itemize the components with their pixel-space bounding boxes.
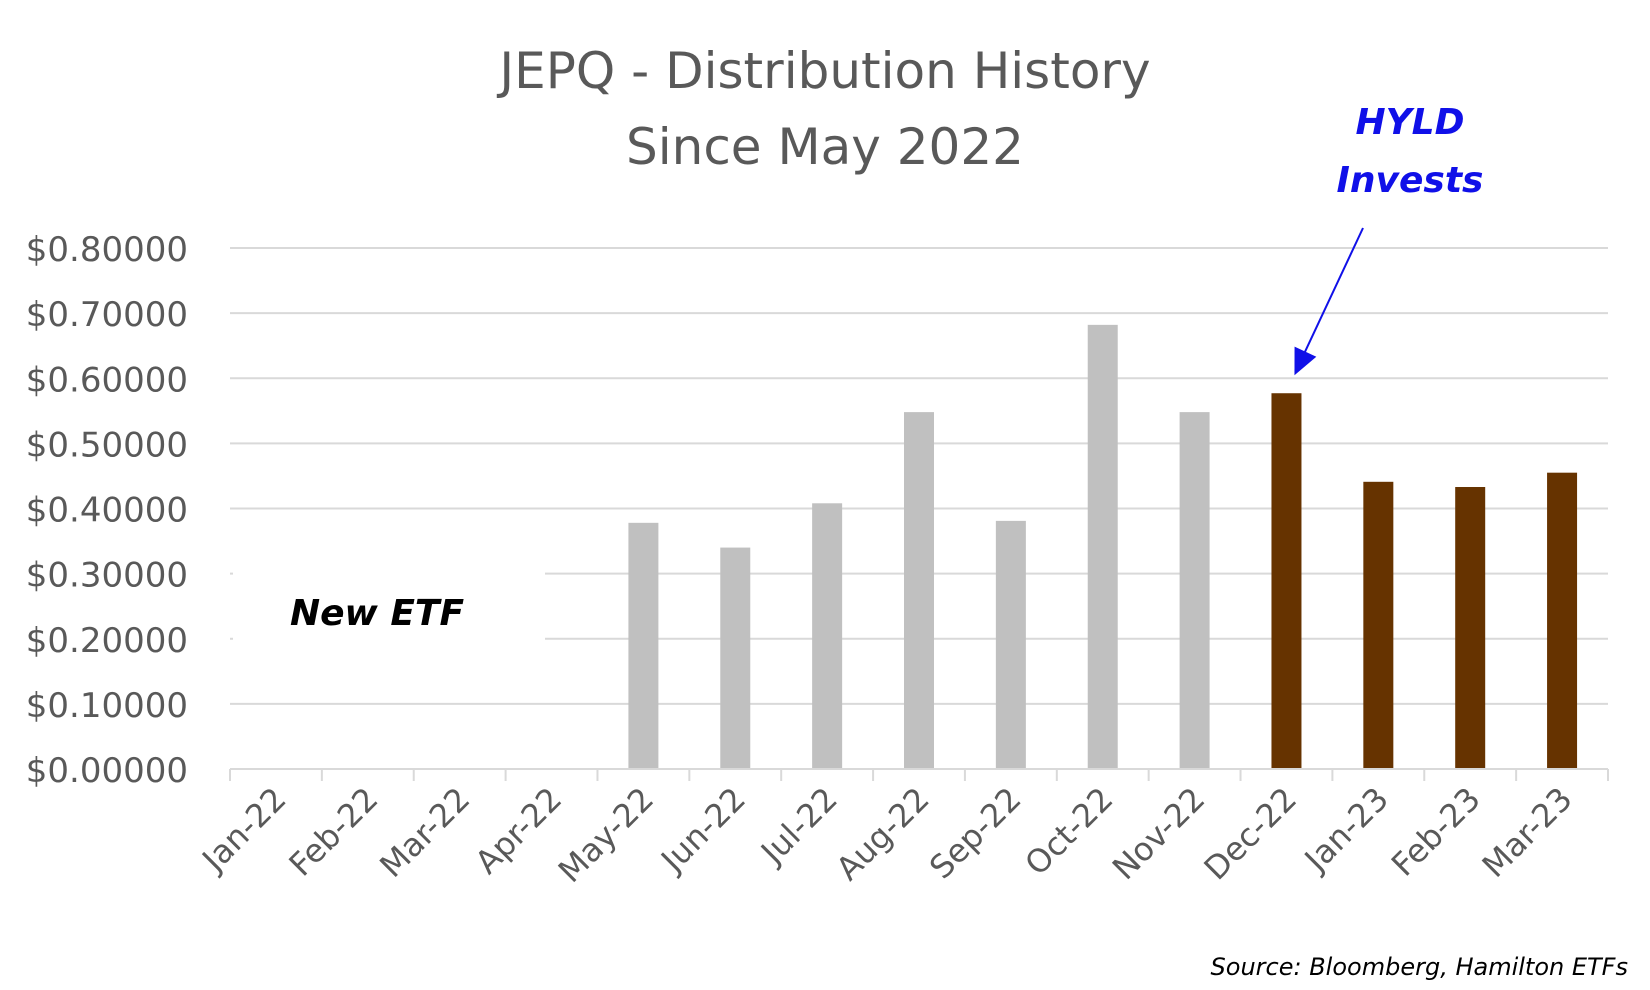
x-tick-label: Feb-23 [1384, 780, 1488, 884]
bar-nov-22 [1179, 412, 1210, 769]
chart-title: JEPQ - Distribution History [499, 42, 1151, 100]
y-axis: $0.00000 $0.10000 $0.20000 $0.30000 $0.40000… [26, 230, 188, 791]
bars [628, 324, 1578, 769]
bar-may-22 [628, 522, 659, 769]
y-tick-label: $0.40000 [26, 491, 188, 531]
x-axis [229, 768, 1609, 781]
x-tick-label: Feb-22 [282, 780, 386, 884]
x-tick-label: May-22 [551, 780, 661, 890]
x-tick-label: Oct-22 [1017, 780, 1120, 883]
x-tick-label: Jan-23 [1296, 780, 1396, 880]
y-tick-label: $0.80000 [26, 230, 188, 270]
bar-sep-22 [995, 520, 1026, 769]
x-tick-label: Sep-22 [922, 780, 1028, 886]
y-tick-label: $0.30000 [26, 556, 188, 596]
hyld-arrow [1294, 227, 1364, 376]
hyld-annotation-line-2: Invests [1336, 160, 1484, 201]
y-tick-label: $0.20000 [26, 621, 188, 661]
y-tick-label: $0.00000 [26, 751, 188, 791]
bar-oct-22 [1087, 324, 1118, 769]
x-tick-label: Dec-22 [1197, 780, 1305, 888]
x-tick-label: Mar-22 [372, 780, 477, 885]
x-tick-label: Mar-23 [1475, 780, 1580, 885]
arrow-head [1294, 346, 1317, 376]
source-note: Source: Bloomberg, Hamilton ETFs [1210, 953, 1628, 981]
bar-jun-22 [720, 547, 751, 769]
x-tick-label: Aug-22 [829, 780, 937, 888]
bar-aug-22 [904, 412, 934, 769]
x-tick-label: Jun-22 [652, 780, 753, 881]
x-tick-label: Nov-22 [1105, 780, 1212, 887]
bar-feb-23 [1455, 487, 1486, 769]
y-tick-label: $0.60000 [26, 360, 188, 400]
hyld-annotation-line-1: HYLD [1355, 102, 1465, 143]
y-tick-label: $0.50000 [26, 425, 188, 465]
new-etf-annotation: New ETF [290, 593, 465, 634]
y-tick-label: $0.10000 [26, 686, 188, 726]
bar-dec-22 [1271, 393, 1302, 769]
bar-jan-23 [1363, 481, 1394, 769]
x-tick-label: Jan-22 [193, 780, 293, 880]
y-tick-label: $0.70000 [26, 295, 188, 335]
arrow-shaft [1301, 227, 1364, 358]
bar-jul-22 [812, 503, 843, 769]
chart-subtitle: Since May 2022 [626, 118, 1024, 176]
bar-mar-23 [1547, 472, 1578, 769]
